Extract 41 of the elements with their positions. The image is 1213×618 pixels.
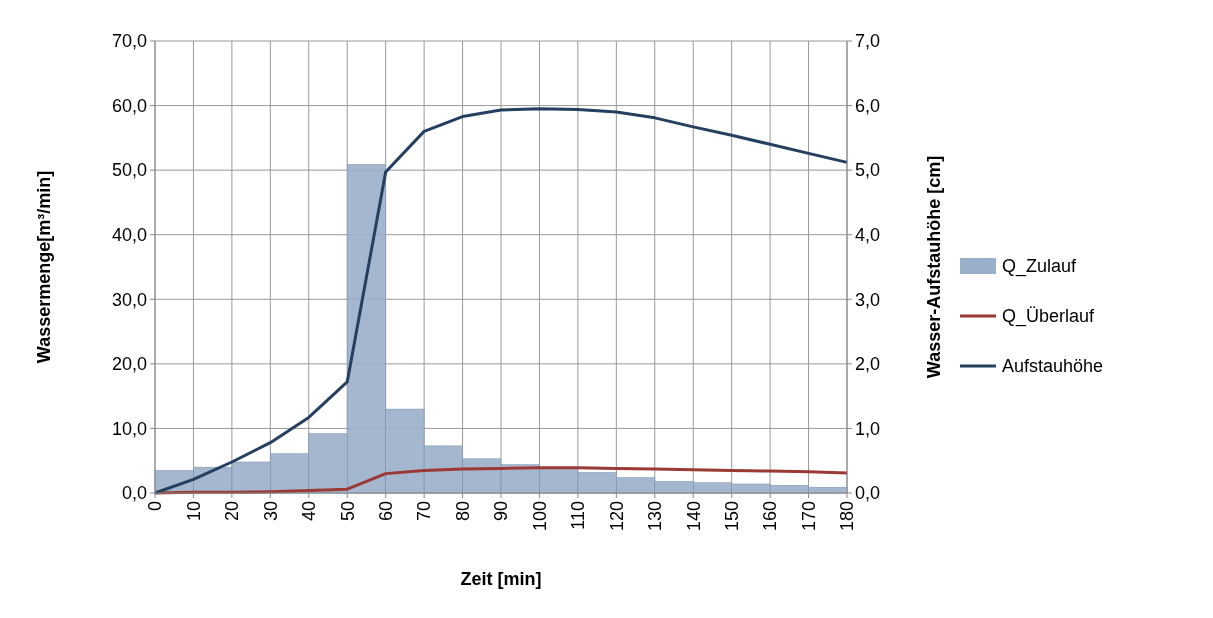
x-tick-label: 0 <box>145 501 166 512</box>
y2-tick-label: 2,0 <box>855 354 881 375</box>
x-tick-label: 90 <box>491 501 512 522</box>
y-tick-label: 30,0 <box>111 289 147 310</box>
legend-label: Q_Überlauf <box>1002 306 1096 328</box>
x-tick-label: 130 <box>645 501 666 532</box>
y2-tick-label: 3,0 <box>855 289 881 310</box>
legend-label: Aufstauhöhe <box>1002 356 1104 377</box>
x-tick-label: 10 <box>183 501 204 522</box>
x-tick-label: 70 <box>414 501 435 522</box>
y-tick-label: 70,0 <box>111 31 147 52</box>
x-tick-label: 50 <box>337 501 358 522</box>
y-axis-title: Wassermenge[m³/min] <box>34 170 54 364</box>
y2-tick-label: 1,0 <box>855 418 881 439</box>
y-tick-label: 0,0 <box>121 483 147 504</box>
y-tick-label: 10,0 <box>111 418 147 439</box>
y2-tick-label: 5,0 <box>855 160 881 181</box>
y2-tick-label: 4,0 <box>855 225 881 246</box>
x-tick-label: 100 <box>529 501 550 532</box>
y2-tick-label: 6,0 <box>855 95 881 116</box>
x-tick-label: 150 <box>721 501 742 532</box>
x-tick-label: 30 <box>260 501 281 522</box>
x-tick-label: 80 <box>452 501 473 522</box>
x-tick-label: 20 <box>222 501 243 522</box>
y-tick-label: 50,0 <box>111 160 147 181</box>
y-tick-label: 60,0 <box>111 95 147 116</box>
y2-axis-title: Wasser-Aufstauhöhe [cm] <box>924 155 944 379</box>
x-axis-title: Zeit [min] <box>460 569 542 589</box>
x-tick-label: 180 <box>837 501 858 532</box>
x-tick-label: 140 <box>683 501 704 532</box>
x-tick-label: 110 <box>568 501 589 530</box>
x-tick-label: 170 <box>798 501 819 532</box>
y2-tick-label: 7,0 <box>855 31 881 52</box>
x-tick-label: 60 <box>375 501 396 522</box>
legend-label: Q_Zulauf <box>1002 256 1078 278</box>
x-tick-label: 120 <box>606 501 627 532</box>
y-tick-label: 40,0 <box>111 225 147 246</box>
x-tick-label: 40 <box>299 501 320 522</box>
y2-tick-label: 0,0 <box>855 483 881 504</box>
y-tick-label: 20,0 <box>111 354 147 375</box>
x-tick-label: 160 <box>760 501 781 532</box>
